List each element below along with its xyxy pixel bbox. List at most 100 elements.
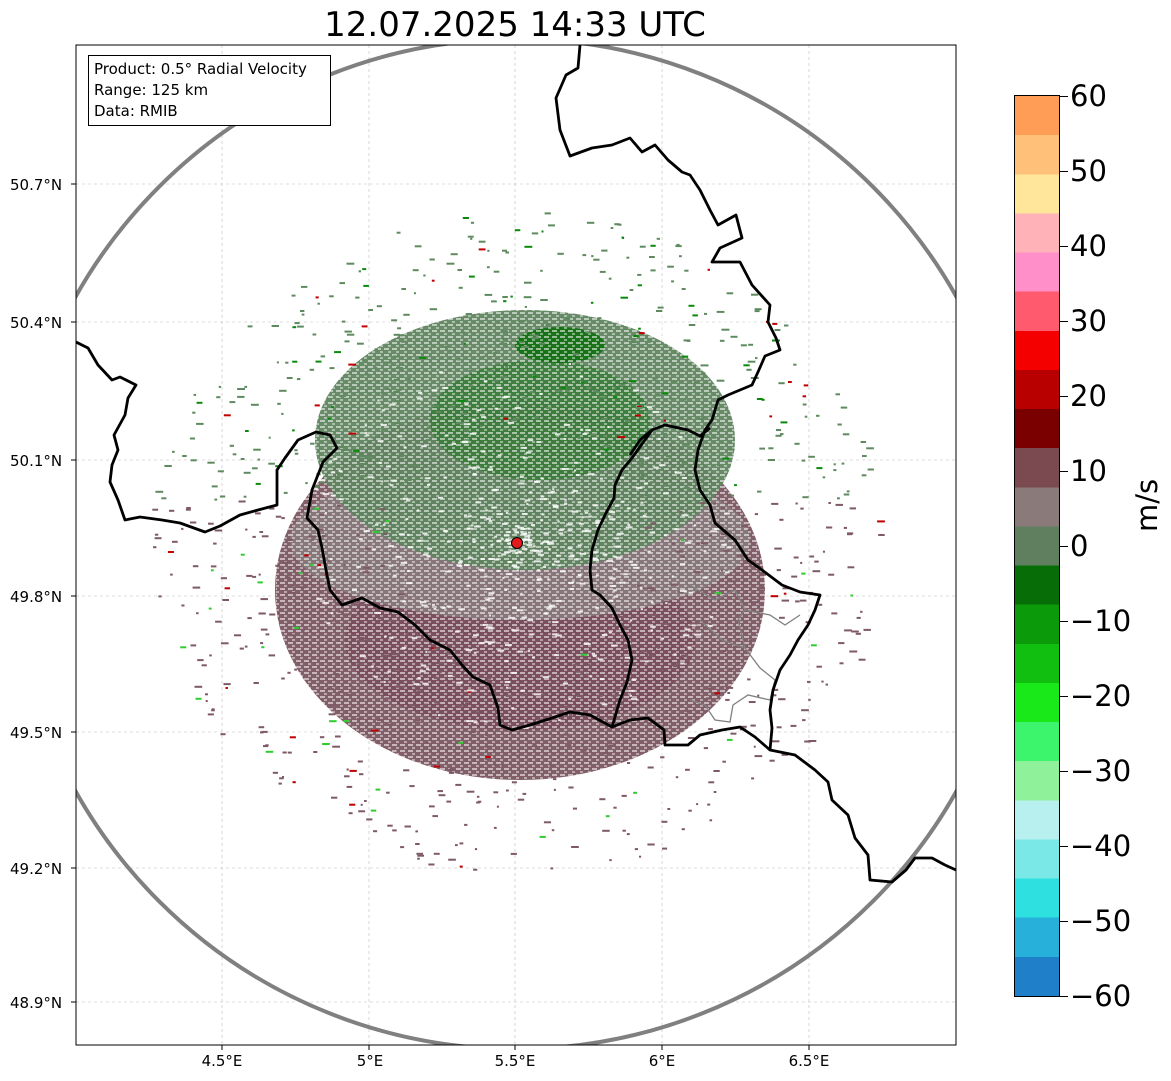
radar-gap <box>497 649 505 652</box>
radar-gate <box>444 345 450 348</box>
radar-gate <box>826 526 833 529</box>
radar-gap <box>505 539 509 542</box>
radar-gap <box>542 676 550 679</box>
radar-gate <box>196 401 203 404</box>
radar-gate <box>477 800 482 803</box>
radar-gate <box>432 405 439 407</box>
radar-gate <box>771 740 780 743</box>
radar-gate <box>317 564 322 567</box>
radar-gate <box>661 600 669 603</box>
radar-gate <box>821 680 824 683</box>
radar-gate <box>760 573 767 576</box>
radar-gap <box>588 515 592 518</box>
radar-gate <box>258 573 261 576</box>
radar-gate <box>840 406 848 409</box>
radar-gate <box>285 576 291 579</box>
radar-gate <box>608 277 612 280</box>
radar-gate <box>675 550 684 553</box>
radar-gate <box>302 577 308 580</box>
radar-gate <box>598 694 603 697</box>
radar-gate <box>553 788 556 791</box>
radar-gap <box>403 446 407 449</box>
radar-gate <box>677 609 680 612</box>
radar-gap <box>645 515 648 518</box>
radar-gate <box>637 273 642 276</box>
colorbar-tick-mark <box>1060 246 1068 247</box>
radar-gap <box>474 525 481 528</box>
radar-gate <box>223 414 231 417</box>
radar-gap <box>543 612 547 615</box>
radar-gate <box>506 789 509 792</box>
radar-gate <box>344 340 350 343</box>
radar-gap <box>378 461 383 464</box>
radar-gate <box>294 449 298 452</box>
radar-gate <box>463 342 466 345</box>
radar-gate <box>258 726 265 729</box>
radar-gap <box>384 635 387 638</box>
radar-gate <box>426 426 431 429</box>
radar-gate <box>650 244 656 247</box>
radar-gap <box>612 589 617 592</box>
radar-gap <box>473 721 478 724</box>
radar-gap <box>445 434 449 437</box>
radar-gate <box>438 794 446 797</box>
radar-gap <box>633 508 636 511</box>
radar-gate <box>365 719 368 722</box>
radar-gate <box>195 697 202 700</box>
radar-gate <box>681 654 689 657</box>
radar-gate <box>335 735 341 738</box>
radar-gap <box>678 436 683 438</box>
radar-gate <box>586 221 595 224</box>
radar-gap <box>437 496 444 499</box>
radar-gate <box>688 324 696 326</box>
colorbar-tick-label: −60 <box>1070 979 1132 1013</box>
radar-gap <box>389 403 396 406</box>
radar-gate <box>634 848 638 851</box>
radar-gate <box>311 538 314 541</box>
radar-gate <box>253 682 259 684</box>
radar-gap <box>406 499 411 502</box>
radar-gate <box>346 693 352 696</box>
radar-gap <box>383 681 386 683</box>
radar-gap <box>522 538 530 541</box>
radar-gap <box>505 573 513 576</box>
radar-gap <box>629 619 633 622</box>
radar-gate <box>580 672 584 675</box>
radar-gate <box>247 325 253 328</box>
radar-gate <box>696 803 699 806</box>
radar-gate <box>409 785 415 788</box>
radar-gap <box>568 581 574 584</box>
radar-gap <box>527 439 534 442</box>
radar-gate <box>216 396 221 399</box>
radar-gap <box>516 561 523 564</box>
radar-gap <box>629 560 634 563</box>
radar-gate <box>300 586 306 589</box>
radar-gap <box>388 545 394 548</box>
radar-gate <box>155 490 164 493</box>
radar-gate <box>172 450 175 453</box>
radar-gate <box>743 364 750 367</box>
radar-gate <box>220 733 226 736</box>
radar-gate <box>268 654 276 657</box>
radar-gap <box>579 582 586 585</box>
colorbar-tick-mark <box>1060 171 1068 172</box>
radar-gap <box>426 555 431 558</box>
radar-gate <box>791 575 798 578</box>
radar-gate <box>423 274 426 277</box>
radar-gate <box>294 452 299 455</box>
radar-gap <box>514 525 520 528</box>
radar-gate <box>593 258 600 261</box>
radar-gate <box>319 736 325 739</box>
radar-gate <box>751 293 759 296</box>
radar-gate <box>492 400 496 403</box>
radar-gap <box>524 499 531 502</box>
radar-gate <box>261 730 268 733</box>
radar-gate <box>751 601 760 604</box>
radar-gap <box>650 625 656 628</box>
radar-gate <box>161 497 167 500</box>
radar-gap <box>504 660 509 663</box>
radar-gate <box>289 736 296 739</box>
colorbar-tick-mark <box>1060 471 1068 472</box>
radar-gate <box>265 744 269 747</box>
radar-gap <box>497 555 500 558</box>
